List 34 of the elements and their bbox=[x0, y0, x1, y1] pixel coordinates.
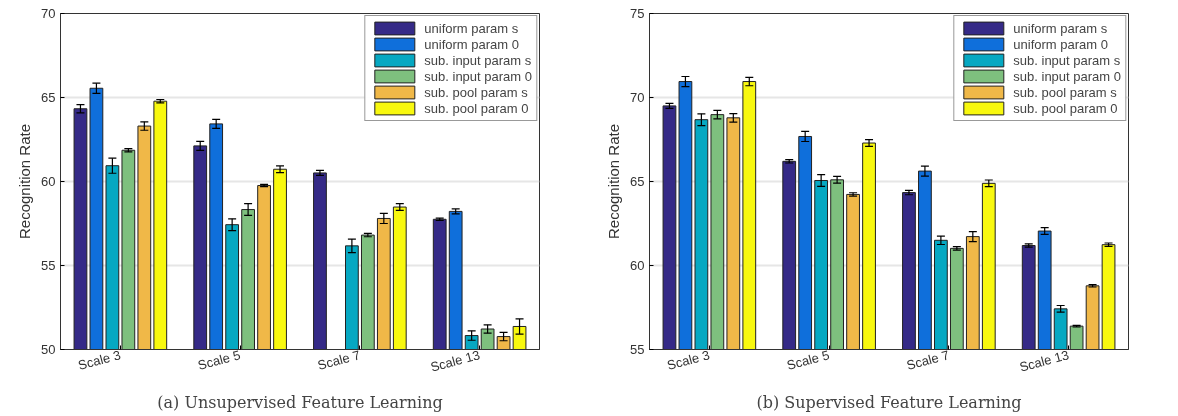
y-tick-label: 65 bbox=[630, 174, 645, 189]
x-tick-label: Scale 7 bbox=[905, 347, 951, 373]
x-tick-label: Scale 5 bbox=[196, 347, 243, 373]
legend-label: uniform param s bbox=[424, 20, 519, 36]
y-tick-label: 60 bbox=[630, 258, 645, 273]
y-axis-title: Recognition Rate bbox=[605, 123, 623, 240]
legend-label: uniform param 0 bbox=[1013, 36, 1108, 52]
y-tick-label: 65 bbox=[41, 90, 56, 105]
legend-label: sub. pool param 0 bbox=[1013, 100, 1118, 116]
legend-label: sub. input param s bbox=[424, 52, 532, 68]
legend-label: sub. input param 0 bbox=[1013, 68, 1121, 84]
legend-label: sub. pool param 0 bbox=[424, 100, 529, 116]
legend-label: uniform param 0 bbox=[424, 36, 519, 52]
y-tick-label: 70 bbox=[630, 90, 645, 105]
y-axis-title: Recognition Rate bbox=[16, 123, 34, 240]
text: (b) Supervised Feature Learning bbox=[756, 392, 1022, 412]
legend-label: sub. pool param s bbox=[1013, 84, 1117, 100]
y-tick-label: 55 bbox=[41, 258, 56, 273]
x-tick-label: Scale 7 bbox=[316, 347, 362, 373]
x-tick-label: Scale 3 bbox=[76, 347, 123, 373]
x-tick-label: Scale 3 bbox=[665, 347, 712, 373]
y-tick-label: 60 bbox=[41, 174, 56, 189]
legend-label: sub. input param s bbox=[1013, 52, 1121, 68]
y-tick-label: 75 bbox=[630, 6, 645, 21]
x-tick-label: Scale 13 bbox=[1017, 347, 1071, 375]
y-tick-label: 50 bbox=[41, 342, 56, 357]
y-tick-label: 70 bbox=[41, 6, 56, 21]
legend-label: sub. input param 0 bbox=[424, 68, 532, 84]
x-tick-label: Scale 13 bbox=[428, 347, 482, 375]
x-tick-label: Scale 5 bbox=[785, 347, 832, 373]
text: (a) Unsupervised Feature Learning bbox=[157, 392, 443, 412]
y-tick-label: 55 bbox=[630, 342, 645, 357]
legend-label: uniform param s bbox=[1013, 20, 1108, 36]
legend-label: sub. pool param s bbox=[424, 84, 528, 100]
